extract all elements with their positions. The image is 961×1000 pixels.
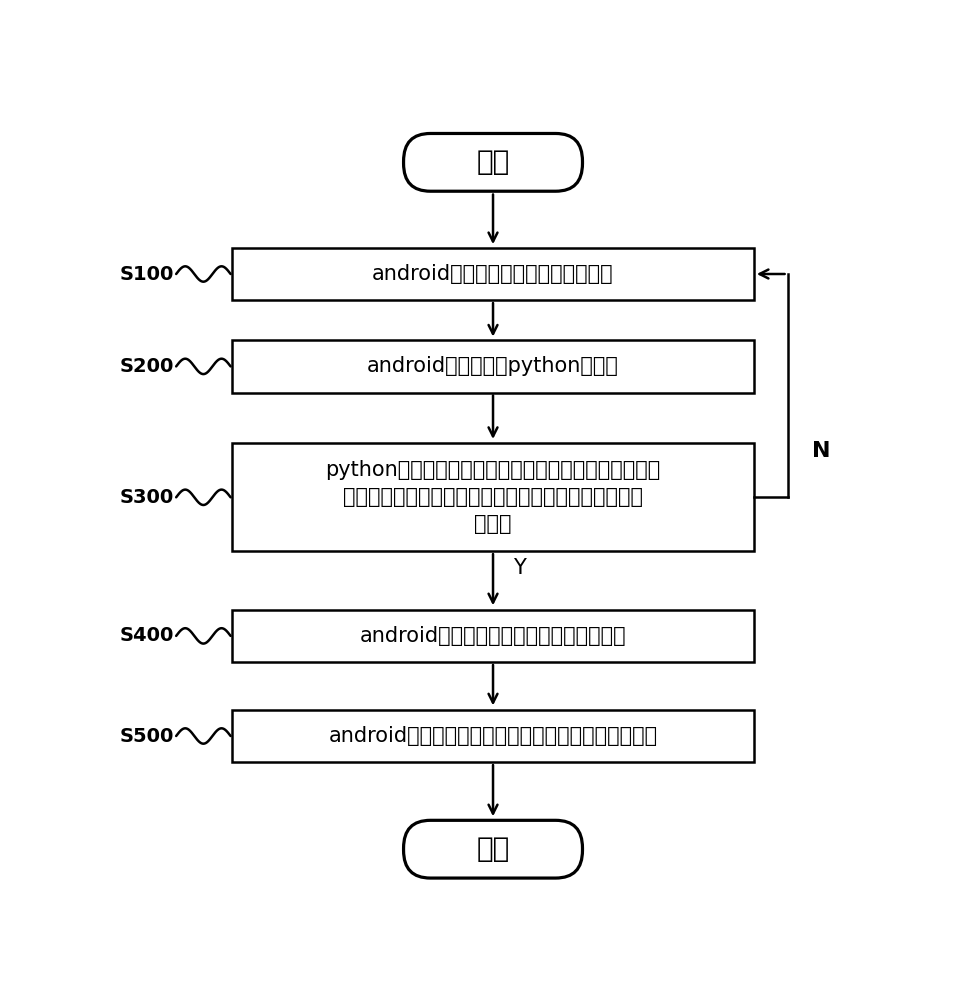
Text: android主程序将拟合数据保存至数据库中: android主程序将拟合数据保存至数据库中 (359, 626, 626, 646)
Text: N: N (811, 441, 829, 461)
FancyBboxPatch shape (232, 340, 753, 393)
FancyBboxPatch shape (404, 133, 582, 191)
FancyBboxPatch shape (232, 610, 753, 662)
FancyBboxPatch shape (404, 820, 582, 878)
Text: 开始: 开始 (476, 148, 509, 176)
Text: 结束: 结束 (476, 835, 509, 863)
Text: S300: S300 (119, 488, 173, 507)
Text: python子程序将多组源数据循环进行分别进行数据处理
后得到多组拟合数据，分别判断多组拟合数据是否出现
拐点？: python子程序将多组源数据循环进行分别进行数据处理 后得到多组拟合数据，分别… (325, 460, 660, 534)
Text: S200: S200 (119, 357, 173, 376)
Text: S400: S400 (119, 626, 173, 645)
FancyBboxPatch shape (232, 710, 753, 762)
Text: Y: Y (512, 558, 525, 578)
Text: S100: S100 (119, 264, 173, 284)
FancyBboxPatch shape (232, 248, 753, 300)
Text: android主程序实时地获取多组源数据: android主程序实时地获取多组源数据 (372, 264, 613, 284)
Text: android主程序将拟合数据及拐点数据进行可视化显示: android主程序将拟合数据及拐点数据进行可视化显示 (328, 726, 657, 746)
Text: S500: S500 (119, 726, 173, 746)
FancyBboxPatch shape (232, 443, 753, 551)
Text: android主程序调用python子程序: android主程序调用python子程序 (367, 356, 618, 376)
